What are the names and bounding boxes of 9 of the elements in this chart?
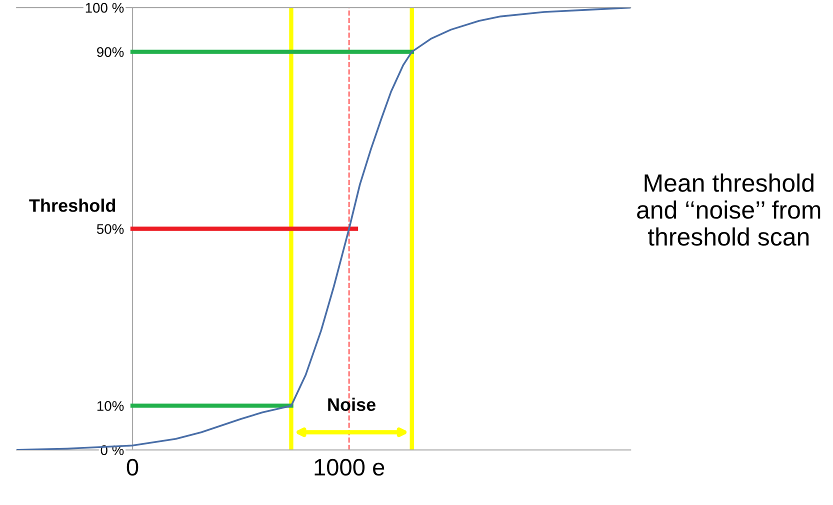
y-tick-label: 90% — [97, 47, 124, 57]
text: Mean threshold and ‘‘noise’’ from threshold scan — [637, 174, 820, 246]
x-tick-label: 0 — [126, 458, 138, 476]
y-tick-label: 50% — [96, 224, 124, 234]
y-tick-label: 100 % — [86, 2, 124, 13]
annotation: Noise — [328, 398, 376, 411]
y-tick-label: 10% — [97, 401, 124, 411]
x-tick-label: 1000 e — [314, 458, 384, 476]
annotation: Threshold — [29, 198, 116, 212]
